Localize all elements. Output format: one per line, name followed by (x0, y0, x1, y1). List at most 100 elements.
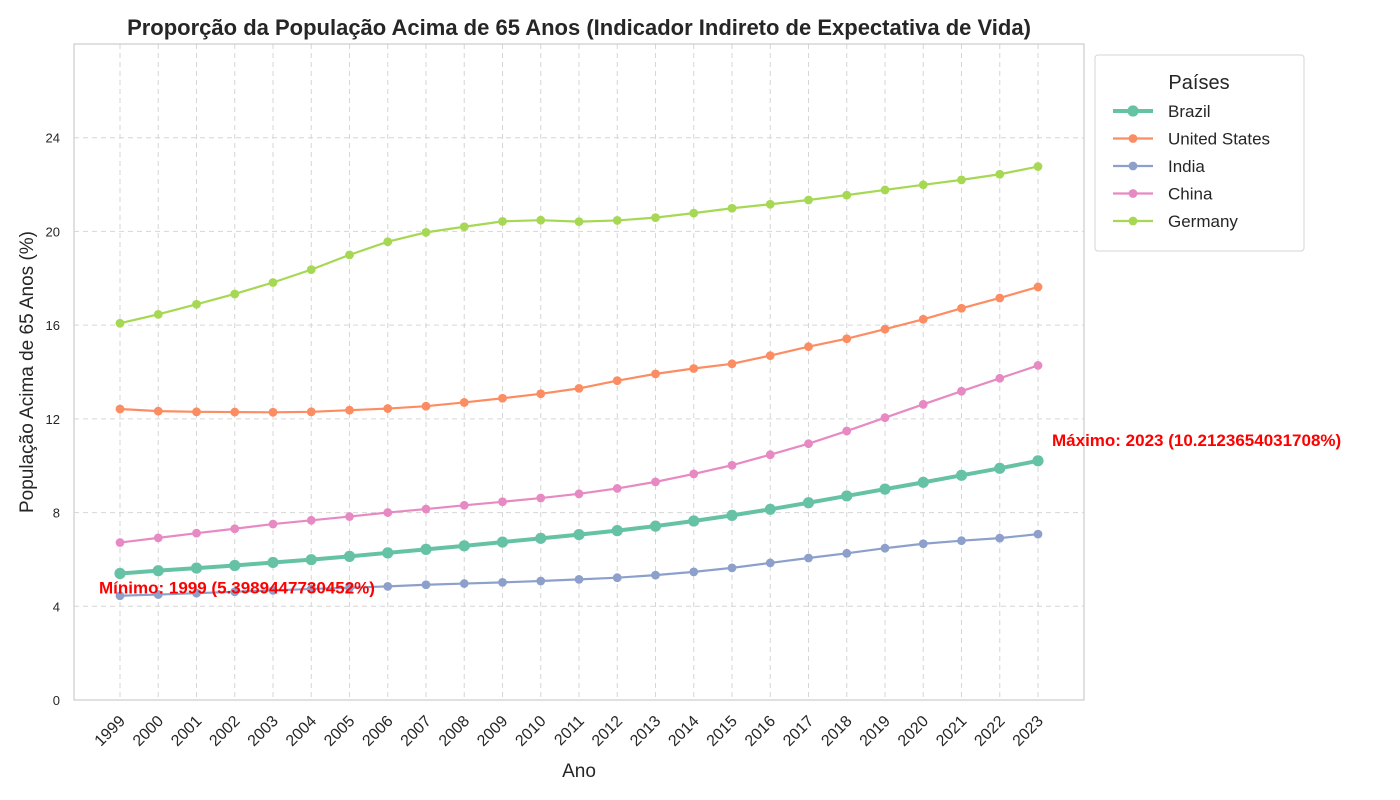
data-point (726, 509, 738, 521)
data-point (192, 407, 201, 417)
data-point (842, 190, 852, 200)
data-point (343, 550, 356, 562)
data-point (651, 213, 660, 223)
data-point (536, 389, 546, 399)
x-tick-label: 2002 (206, 713, 243, 750)
data-point (574, 217, 584, 226)
data-point (229, 559, 241, 572)
data-point (612, 573, 622, 583)
data-point (727, 460, 737, 470)
x-tick-label: 2018 (818, 713, 855, 750)
legend-box (1094, 54, 1305, 252)
x-tick-label: 2009 (474, 713, 511, 750)
data-point (842, 334, 852, 344)
series-china (115, 361, 1043, 547)
data-point (727, 563, 737, 573)
chart-title: Proporção da População Acima de 65 Anos … (127, 15, 1031, 40)
data-point (268, 278, 278, 287)
x-axis-label: Ano (562, 761, 596, 782)
data-point (459, 579, 469, 588)
data-point (804, 553, 813, 563)
legend-item-india[interactable]: India (1113, 157, 1205, 176)
data-point (995, 373, 1005, 383)
x-tick-label: 2014 (665, 713, 702, 750)
legend-item-brazil[interactable]: Brazil (1113, 102, 1211, 121)
data-point (611, 525, 623, 537)
legend-label: China (1168, 185, 1213, 204)
data-point (574, 489, 584, 499)
data-point (804, 439, 813, 449)
legend[interactable]: Países Brazil United States India China Germ… (1094, 54, 1305, 252)
x-tick-label: 2016 (742, 713, 779, 750)
data-point (765, 351, 775, 360)
x-tick-label: 2020 (895, 713, 932, 750)
data-point (689, 364, 699, 373)
data-point (192, 528, 201, 538)
data-point (114, 567, 126, 580)
data-point (305, 554, 317, 566)
data-point (918, 539, 928, 549)
data-point (230, 587, 240, 597)
x-tick-label: 2007 (398, 713, 435, 750)
data-point (957, 303, 966, 313)
data-point (382, 547, 394, 559)
data-point (306, 265, 316, 275)
data-point (688, 515, 700, 527)
data-point (267, 556, 279, 569)
data-point (345, 405, 354, 415)
legend-item-united-states[interactable]: United States (1113, 130, 1270, 149)
data-point (153, 590, 163, 599)
data-point (153, 309, 163, 319)
data-point (612, 376, 622, 386)
data-point (1033, 162, 1043, 171)
data-point (995, 533, 1005, 543)
data-point (918, 314, 928, 324)
data-point (421, 580, 431, 590)
data-point (841, 490, 853, 502)
x-tick-label: 1999 (92, 713, 129, 750)
data-point (917, 476, 929, 488)
data-point (880, 324, 890, 334)
series-brazil (114, 455, 1044, 580)
y-axis-ticks: 0 4 8 12 16 20 24 (46, 131, 60, 708)
data-point (957, 386, 966, 396)
y-tick-label: 16 (46, 318, 60, 333)
legend-title: Países (1168, 72, 1229, 94)
data-point (651, 369, 660, 379)
data-point (764, 503, 776, 515)
legend-label: India (1168, 157, 1205, 176)
data-point (727, 203, 737, 213)
x-tick-label: 2023 (1010, 713, 1047, 750)
data-point (230, 524, 240, 534)
data-point (421, 504, 431, 514)
data-point (1033, 361, 1043, 370)
data-point (612, 484, 622, 493)
data-point (306, 584, 316, 594)
data-point (153, 406, 163, 416)
plot-frame (73, 43, 1085, 701)
data-point (420, 543, 432, 555)
data-point (995, 293, 1005, 303)
x-tick-label: 2019 (857, 713, 894, 750)
data-point (459, 398, 469, 407)
legend-item-germany[interactable]: Germany (1113, 212, 1238, 231)
x-tick-label: 2006 (359, 713, 396, 750)
legend-item-china[interactable]: China (1113, 185, 1213, 204)
legend-marker (1128, 216, 1138, 226)
data-point (115, 404, 125, 414)
data-point (573, 528, 585, 541)
data-point (880, 543, 890, 553)
data-point (230, 407, 240, 417)
x-tick-label: 2012 (589, 713, 626, 750)
x-tick-label: 2022 (971, 713, 1008, 750)
x-tick-label: 2011 (551, 713, 587, 749)
data-point (306, 515, 316, 525)
data-point (689, 469, 699, 479)
data-point (536, 493, 546, 503)
y-tick-label: 8 (53, 506, 60, 521)
data-point (689, 567, 699, 577)
x-tick-label: 2001 (168, 713, 205, 750)
data-point (498, 497, 507, 507)
max-annotation: Máximo: 2023 (10.2123654031708%) (1052, 431, 1341, 450)
data-point (536, 576, 546, 586)
